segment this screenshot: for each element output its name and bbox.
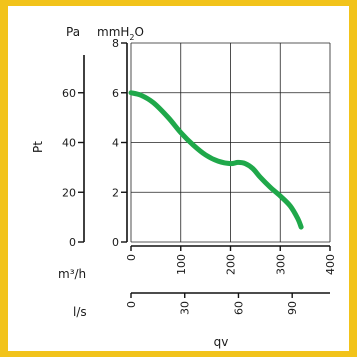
y-tick-label-mmh2o: 8 bbox=[112, 37, 119, 50]
x-tick-label-m3h: 0 bbox=[125, 254, 138, 261]
x-tick-label-m3h: 100 bbox=[175, 254, 188, 275]
y-tick-label-pa: 0 bbox=[69, 236, 76, 249]
y-tick-label-mmh2o: 2 bbox=[112, 186, 119, 199]
y-tick-label-pa: 60 bbox=[62, 87, 76, 100]
chart-card: 0 2 4 6 8 0 20 40 60 0 100 200 300 400 0 30 60 90 Pa mmH2… bbox=[8, 6, 349, 351]
x-tick-label-ls: 0 bbox=[125, 301, 138, 308]
y-tick-label-mmh2o: 6 bbox=[112, 87, 119, 100]
x-tick-label-m3h: 200 bbox=[225, 254, 238, 275]
unit-mmh2o: mmH2O bbox=[97, 25, 144, 42]
fan-curve-chart: 0 2 4 6 8 0 20 40 60 0 100 200 300 400 0 30 60 90 Pa mmH2… bbox=[31, 25, 337, 349]
x-tick-label-m3h: 300 bbox=[274, 254, 287, 275]
y-tick-label-pa: 20 bbox=[62, 186, 76, 199]
unit-pa: Pa bbox=[66, 25, 80, 39]
x-tick-label-ls: 90 bbox=[286, 301, 299, 315]
y-tick-label-mmh2o: 0 bbox=[112, 236, 119, 249]
grid-lines bbox=[130, 42, 331, 243]
x-tick-label-ls: 60 bbox=[232, 301, 245, 315]
x-axis-label: qv bbox=[214, 335, 229, 349]
y-tick-label-mmh2o: 4 bbox=[112, 137, 119, 150]
x-tick-label-ls: 30 bbox=[179, 301, 192, 315]
unit-m3h: m³/h bbox=[58, 267, 86, 281]
x-tick-label-m3h: 400 bbox=[324, 254, 337, 275]
pressure-flow-curve bbox=[128, 90, 304, 230]
unit-ls: l/s bbox=[73, 305, 87, 319]
y-tick-label-pa: 40 bbox=[62, 137, 76, 150]
y-axis-label: Pt bbox=[31, 141, 45, 153]
axes bbox=[78, 42, 331, 298]
